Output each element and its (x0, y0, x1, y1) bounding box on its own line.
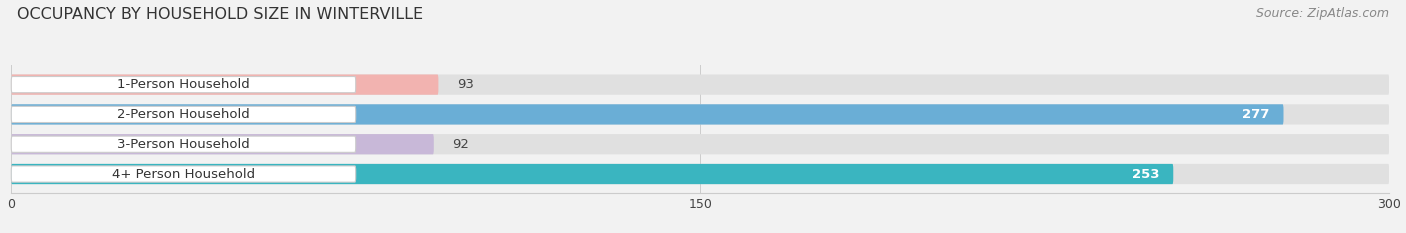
FancyBboxPatch shape (11, 134, 434, 154)
FancyBboxPatch shape (11, 104, 1284, 125)
Text: 253: 253 (1132, 168, 1160, 181)
FancyBboxPatch shape (11, 164, 1173, 184)
Text: Source: ZipAtlas.com: Source: ZipAtlas.com (1256, 7, 1389, 20)
Text: 2-Person Household: 2-Person Household (117, 108, 250, 121)
Text: OCCUPANCY BY HOUSEHOLD SIZE IN WINTERVILLE: OCCUPANCY BY HOUSEHOLD SIZE IN WINTERVIL… (17, 7, 423, 22)
FancyBboxPatch shape (11, 166, 356, 182)
FancyBboxPatch shape (11, 104, 1389, 125)
Text: 3-Person Household: 3-Person Household (117, 138, 250, 151)
FancyBboxPatch shape (11, 136, 356, 152)
Text: 1-Person Household: 1-Person Household (117, 78, 250, 91)
FancyBboxPatch shape (11, 75, 439, 95)
FancyBboxPatch shape (11, 106, 356, 123)
Text: 92: 92 (453, 138, 470, 151)
Text: 277: 277 (1243, 108, 1270, 121)
FancyBboxPatch shape (11, 75, 1389, 95)
FancyBboxPatch shape (11, 76, 356, 93)
FancyBboxPatch shape (11, 134, 1389, 154)
Text: 93: 93 (457, 78, 474, 91)
FancyBboxPatch shape (11, 164, 1389, 184)
Text: 4+ Person Household: 4+ Person Household (112, 168, 254, 181)
